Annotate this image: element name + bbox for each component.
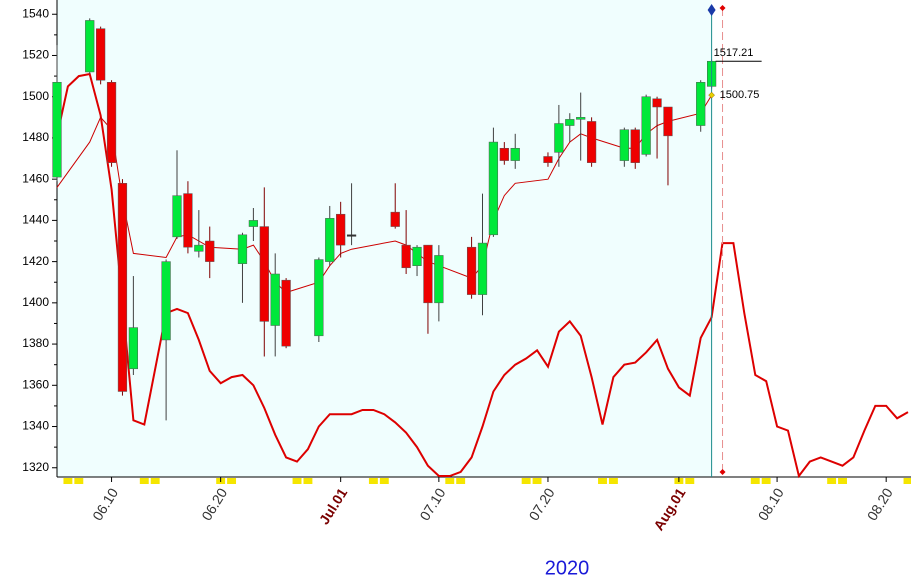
projection-marker	[719, 469, 726, 475]
y-tick-label: 1460	[22, 171, 49, 185]
y-tick-label: 1480	[22, 130, 49, 144]
candle-body	[434, 255, 444, 304]
current-marker	[707, 4, 716, 16]
y-tick-label: 1400	[22, 295, 49, 309]
weekend-marker	[761, 478, 771, 484]
candle-body	[390, 211, 400, 227]
candle-body	[161, 261, 171, 341]
candle-body	[85, 20, 95, 73]
candle-body	[576, 117, 586, 120]
weekend-marker	[903, 478, 911, 484]
weekend-marker	[532, 478, 542, 484]
x-tick-label: 08.10	[755, 485, 787, 523]
candle-body	[205, 240, 215, 262]
y-tick-label: 1420	[22, 254, 49, 268]
x-tick-label: 07.20	[526, 485, 558, 523]
candle-body	[259, 226, 269, 322]
moving-average-line	[56, 94, 713, 294]
candle-body	[565, 119, 575, 126]
x-tick-label: 06.10	[89, 485, 121, 523]
candle-body	[117, 183, 128, 392]
candle-body	[248, 220, 258, 227]
candle-body	[488, 141, 499, 236]
weekend-marker	[685, 478, 695, 484]
plot-background	[57, 0, 712, 477]
cycle-line	[56, 72, 909, 479]
weekend-marker	[139, 478, 149, 484]
x-tick-label: Aug.01	[650, 485, 688, 533]
candle-body	[401, 244, 411, 269]
candle-body	[172, 195, 182, 238]
weekend-marker	[456, 478, 466, 484]
x-tick-label: Jul.01	[316, 485, 351, 527]
weekend-marker	[227, 478, 237, 484]
candle-body	[466, 246, 477, 295]
weekend-marker	[608, 478, 618, 484]
weekend-marker	[598, 478, 607, 484]
y-tick-label: 1360	[22, 377, 49, 391]
candle-body	[314, 259, 324, 337]
x-tick-label: 06.20	[198, 485, 230, 523]
y-tick-label: 1440	[22, 213, 49, 227]
candle-body	[194, 244, 204, 252]
candle-body	[696, 82, 706, 126]
candle-body	[477, 242, 488, 295]
weekend-marker	[379, 478, 389, 484]
x-tick-label: 07.10	[416, 485, 448, 523]
weekend-marker	[368, 478, 378, 484]
candle-body	[586, 121, 597, 163]
weekend-marker	[750, 478, 760, 484]
weekend-marker	[292, 478, 302, 484]
y-tick-label: 1340	[22, 419, 49, 433]
close-label: 1517.21	[714, 47, 754, 59]
candle-body	[543, 156, 553, 163]
weekend-marker	[521, 478, 531, 484]
candle-body	[663, 106, 673, 137]
candle-body	[237, 234, 248, 264]
candle-body	[336, 213, 346, 246]
candle-body	[652, 98, 662, 108]
x-axis-label: 2020	[545, 557, 590, 579]
weekend-marker	[303, 478, 313, 484]
candle-body	[270, 273, 280, 326]
candle-body	[346, 234, 357, 237]
y-tick-label: 1320	[22, 460, 49, 474]
y-tick-label: 1500	[22, 89, 49, 103]
weekend-marker	[838, 478, 847, 484]
candle-body	[423, 244, 433, 304]
candle-body	[96, 28, 106, 81]
x-tick-label: 08.20	[864, 485, 896, 523]
candle-body	[106, 82, 117, 163]
projection-marker	[719, 5, 726, 11]
candle-body	[281, 279, 291, 347]
candle-body	[630, 129, 640, 163]
candle-body	[510, 147, 520, 161]
weekend-marker	[445, 478, 455, 484]
candle-body	[325, 218, 335, 262]
y-tick-label: 1520	[22, 48, 49, 62]
y-tick-label: 1380	[22, 336, 49, 350]
candle-body	[412, 246, 422, 266]
candle-body	[183, 193, 193, 248]
candle-body	[52, 82, 62, 178]
weekend-marker	[150, 478, 160, 484]
weekend-marker	[74, 478, 84, 484]
ma-label: 1500.75	[720, 89, 760, 101]
candle-body	[619, 129, 629, 161]
ma-marker	[708, 91, 715, 99]
weekend-marker	[63, 478, 73, 484]
weekend-marker	[827, 478, 837, 484]
candle-body	[554, 123, 564, 153]
candle-body	[499, 147, 509, 161]
candle-body	[641, 96, 651, 155]
y-tick-label: 1540	[22, 6, 49, 20]
candle-body	[128, 327, 138, 370]
